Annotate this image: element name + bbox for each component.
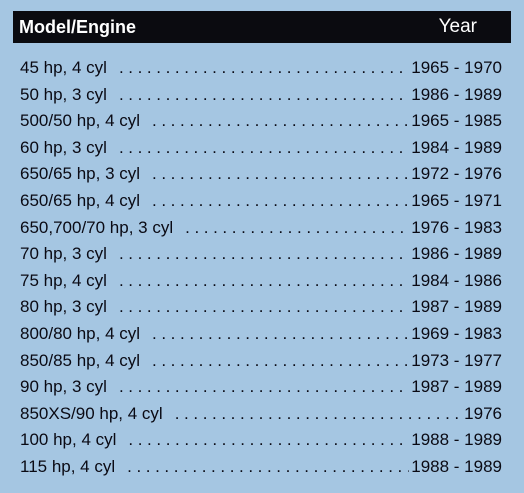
table-row: 850XS/90 hp, 4 cyl .....................… [20, 401, 502, 428]
dot-leader: ........................................… [128, 430, 409, 450]
table-row: 650/65 hp, 3 cyl .......................… [20, 161, 502, 188]
table-rows: 45 hp, 4 cyl ...........................… [20, 55, 502, 481]
dot-leader: ........................................… [118, 377, 409, 397]
table-row: 45 hp, 4 cyl ...........................… [20, 55, 502, 82]
row-years: 1984 - 1989 [411, 137, 502, 157]
dot-leader: ........................................… [152, 323, 409, 343]
header-year: Year [438, 16, 477, 37]
header-model-engine: Model/Engine [19, 17, 136, 37]
dot-leader: ........................................… [118, 84, 409, 104]
row-years: 1984 - 1986 [411, 270, 502, 290]
row-model: 60 hp, 3 cyl [20, 137, 107, 157]
dot-leader: ........................................… [174, 403, 462, 423]
table-row: 650,700/70 hp, 3 cyl ...................… [20, 215, 502, 242]
row-model: 75 hp, 4 cyl [20, 270, 107, 290]
table-row: 850/85 hp, 4 cyl .......................… [20, 348, 502, 375]
table-row: 50 hp, 3 cyl ...........................… [20, 82, 502, 109]
row-model: 650/65 hp, 3 cyl [20, 164, 141, 184]
row-years: 1987 - 1989 [411, 297, 502, 317]
dot-leader: ........................................… [127, 456, 409, 476]
row-model: 500/50 hp, 4 cyl [20, 111, 141, 131]
table-row: 500/50 hp, 4 cyl .......................… [20, 108, 502, 135]
row-years: 1972 - 1976 [411, 164, 502, 184]
row-years: 1965 - 1971 [411, 190, 502, 210]
row-years: 1988 - 1989 [411, 430, 502, 450]
row-model: 800/80 hp, 4 cyl [20, 323, 141, 343]
row-years: 1969 - 1983 [411, 323, 502, 343]
dot-leader: ........................................… [118, 244, 409, 264]
row-model: 70 hp, 3 cyl [20, 244, 107, 264]
table-row: 80 hp, 3 cyl ...........................… [20, 294, 502, 321]
dot-leader: ........................................… [118, 58, 409, 77]
row-model: 100 hp, 4 cyl [20, 430, 117, 450]
dot-leader: ........................................… [152, 190, 409, 210]
dot-leader: ........................................… [118, 270, 409, 290]
table-header: Model/Engine Year [13, 11, 511, 43]
row-model: 650/65 hp, 4 cyl [20, 190, 141, 210]
table-row: 90 hp, 3 cyl ...........................… [20, 374, 502, 401]
dot-leader: ........................................… [152, 164, 409, 184]
table-row: 115 hp, 4 cyl ..........................… [20, 454, 502, 481]
row-model: 80 hp, 3 cyl [20, 297, 107, 317]
dot-leader: ........................................… [118, 137, 409, 157]
table-row: 70 hp, 3 cyl ...........................… [20, 241, 502, 268]
row-years: 1986 - 1989 [411, 244, 502, 264]
dot-leader: ........................................… [185, 217, 409, 237]
row-years: 1965 - 1970 [411, 58, 502, 77]
dot-leader: ........................................… [118, 297, 409, 317]
row-years: 1976 - 1983 [411, 217, 502, 237]
row-model: 850/85 hp, 4 cyl [20, 350, 141, 370]
row-model: 45 hp, 4 cyl [20, 58, 107, 77]
row-model: 650,700/70 hp, 3 cyl [20, 217, 174, 237]
row-years: 1973 - 1977 [411, 350, 502, 370]
table-row: 800/80 hp, 4 cyl .......................… [20, 321, 502, 348]
dot-leader: ........................................… [152, 111, 409, 131]
row-years: 1987 - 1989 [411, 377, 502, 397]
table-row: 75 hp, 4 cyl ...........................… [20, 268, 502, 295]
table-row: 60 hp, 3 cyl ...........................… [20, 135, 502, 162]
row-years: 1976 [464, 403, 502, 423]
row-years: 1986 - 1989 [411, 84, 502, 104]
row-model: 50 hp, 3 cyl [20, 84, 107, 104]
dot-leader: ........................................… [152, 350, 409, 370]
row-years: 1965 - 1985 [411, 111, 502, 131]
row-model: 115 hp, 4 cyl [20, 456, 116, 476]
table-row: 100 hp, 4 cyl ..........................… [20, 427, 502, 454]
row-years: 1988 - 1989 [411, 456, 502, 476]
row-model: 850XS/90 hp, 4 cyl [20, 403, 163, 423]
table-row: 650/65 hp, 4 cyl .......................… [20, 188, 502, 215]
row-model: 90 hp, 3 cyl [20, 377, 107, 397]
